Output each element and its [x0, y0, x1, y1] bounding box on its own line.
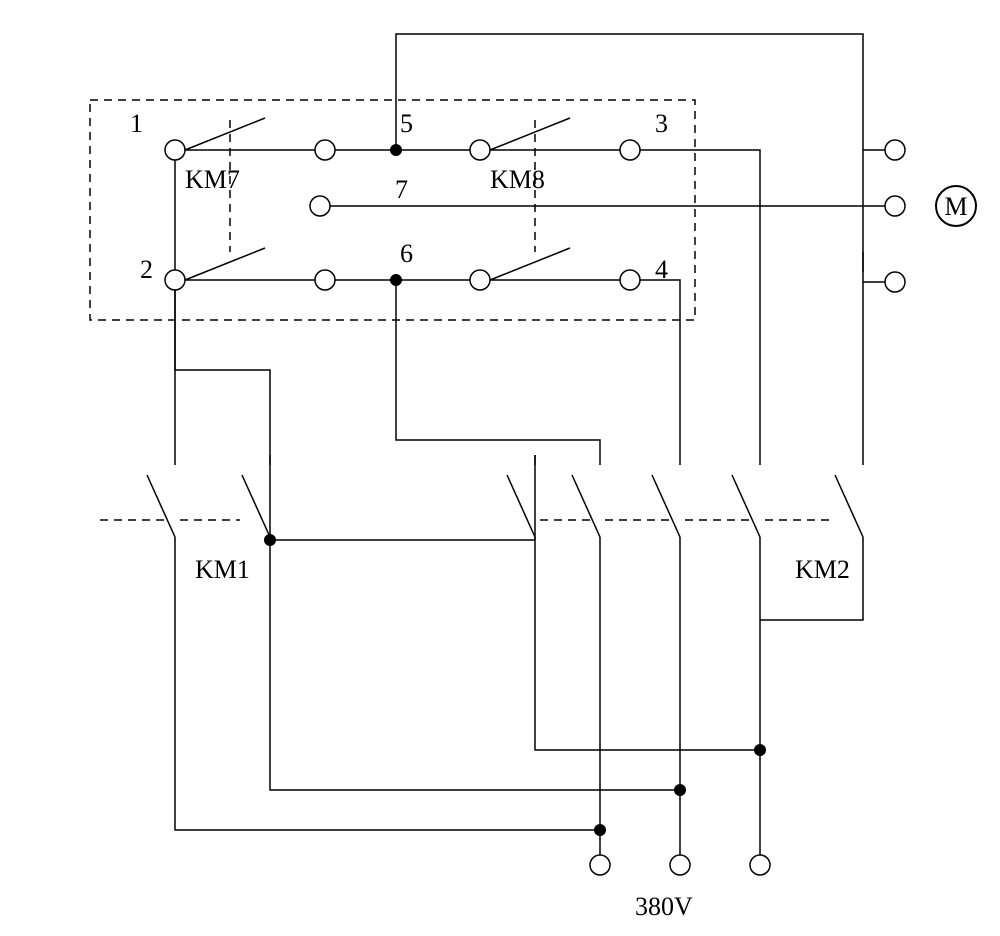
label-km7: KM7 [185, 165, 240, 194]
contactor-blade [572, 475, 600, 537]
label-n5: 5 [400, 109, 413, 138]
motor-label: M [944, 192, 967, 221]
contactor-blade [242, 475, 270, 537]
terminal-t6a [315, 270, 335, 290]
terminal-t4 [620, 270, 640, 290]
terminal-t5b [470, 140, 490, 160]
junction [674, 784, 686, 796]
contactor-blade [732, 475, 760, 537]
terminal-sup_l [590, 855, 610, 875]
wire [175, 541, 600, 830]
junction [390, 144, 402, 156]
wire [640, 280, 680, 455]
terminal-t3 [620, 140, 640, 160]
contactor-blade [835, 475, 863, 537]
wire [396, 280, 600, 455]
label-n3: 3 [655, 109, 668, 138]
terminal-t6b [470, 270, 490, 290]
switch-blade [185, 248, 265, 280]
circuit-diagram: M 1 2 3 4 5 6 7 KM7 KM8 KM1 KM2 380V [0, 0, 1000, 936]
contactor-blade [652, 475, 680, 537]
contactor-blade [507, 475, 535, 537]
terminal-m_top [885, 140, 905, 160]
wire [270, 540, 680, 790]
terminal-sup_m [670, 855, 690, 875]
label-n4: 4 [655, 255, 668, 284]
label-n6: 6 [400, 239, 413, 268]
label-km2: KM2 [795, 555, 850, 584]
terminal-t5a [315, 140, 335, 160]
label-n7: 7 [395, 175, 408, 204]
label-n2: 2 [140, 255, 153, 284]
junction [390, 274, 402, 286]
terminal-sup_r [750, 855, 770, 875]
wire [640, 150, 760, 455]
switch-blade [185, 118, 265, 150]
label-n1: 1 [130, 109, 143, 138]
junction [754, 744, 766, 756]
terminal-m_mid [885, 196, 905, 216]
label-supply: 380V [635, 892, 693, 921]
contactor-blade [147, 475, 175, 537]
junction [264, 534, 276, 546]
switch-blade [490, 118, 570, 150]
terminal-t7 [310, 196, 330, 216]
switch-blade [490, 248, 570, 280]
terminal-m_bot [885, 272, 905, 292]
terminal-t2 [165, 270, 185, 290]
label-km1: KM1 [195, 555, 250, 584]
wire [535, 541, 760, 750]
junction [594, 824, 606, 836]
label-km8: KM8 [490, 165, 545, 194]
wire [175, 290, 270, 540]
terminal-t1 [165, 140, 185, 160]
